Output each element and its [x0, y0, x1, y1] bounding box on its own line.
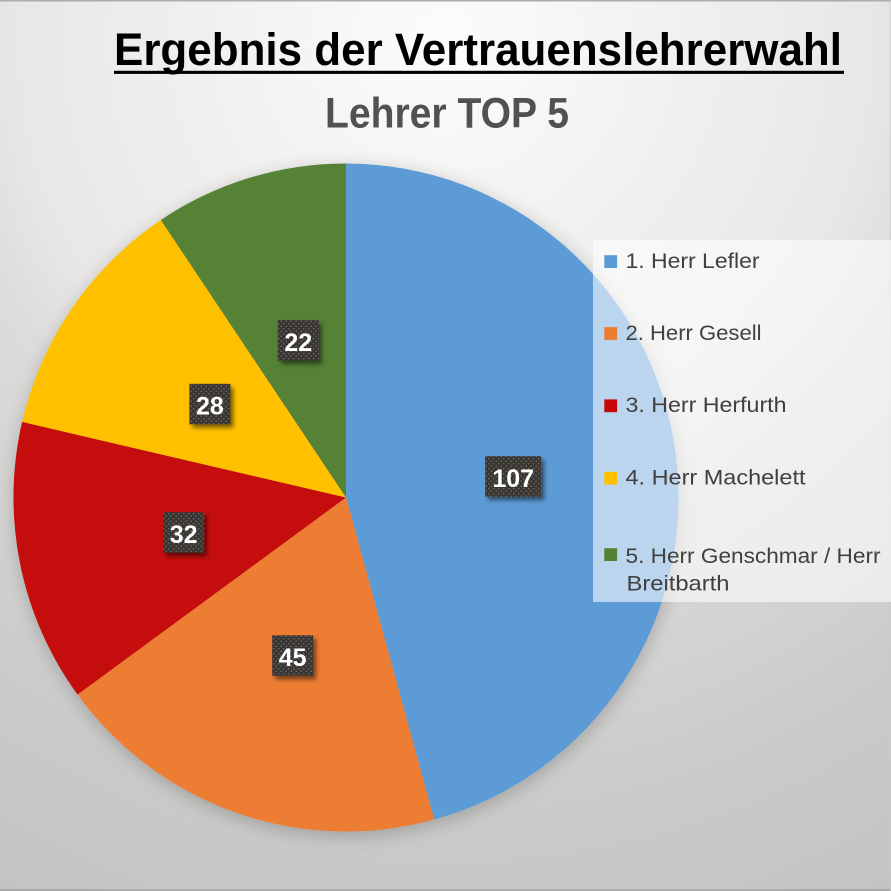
svg-text:4. Herr Machelett: 4. Herr Machelett — [626, 466, 806, 490]
svg-text:Breitbarth: Breitbarth — [627, 572, 730, 596]
svg-text:5. Herr Genschmar / Herr: 5. Herr Genschmar / Herr — [626, 544, 881, 568]
svg-text:22: 22 — [284, 329, 312, 357]
svg-text:28: 28 — [196, 393, 224, 421]
svg-text:2. Herr Gesell: 2. Herr Gesell — [626, 321, 762, 345]
svg-text:1. Herr Lefler: 1. Herr Lefler — [626, 249, 760, 273]
svg-text:3. Herr Herfurth: 3. Herr Herfurth — [626, 393, 787, 417]
svg-text:Lehrer TOP 5: Lehrer TOP 5 — [325, 91, 569, 138]
svg-text:32: 32 — [170, 521, 198, 549]
svg-text:Ergebnis der Vertrauenslehrerw: Ergebnis der Vertrauenslehrerwahl — [114, 24, 842, 75]
svg-text:107: 107 — [492, 465, 534, 493]
svg-text:45: 45 — [279, 644, 307, 672]
